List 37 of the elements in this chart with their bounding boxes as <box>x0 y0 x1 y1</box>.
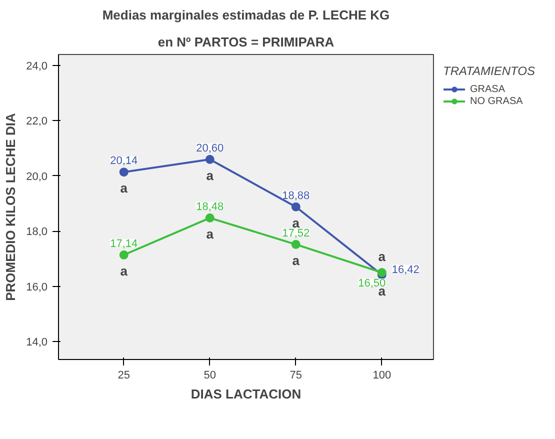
annotation: a <box>206 226 214 242</box>
x-tick-label: 50 <box>204 370 216 382</box>
point <box>119 168 128 177</box>
point <box>205 154 214 164</box>
data-label: 17,52 <box>282 227 310 240</box>
x-axis-title: DIAS LACTACION <box>190 386 302 402</box>
annotation: a <box>206 168 214 183</box>
y-tick-label: 16,0 <box>26 281 48 294</box>
x-tick-label: 75 <box>290 370 302 382</box>
data-label: 18,48 <box>196 200 224 213</box>
y-axis-title: PROMEDIO KILOS LECHE DIA <box>3 112 18 301</box>
annotation: a <box>120 263 128 278</box>
data-label: 17,14 <box>110 238 138 250</box>
data-label: 20,60 <box>196 142 224 154</box>
y-tick-label: 14,0 <box>26 336 48 349</box>
data-label: 16,42 <box>392 264 420 276</box>
data-label: 20,14 <box>110 155 138 168</box>
point <box>291 240 300 249</box>
legend-label: GRASA <box>470 83 506 95</box>
annotation: a <box>378 249 386 264</box>
y-tick-label: 22,0 <box>26 116 48 128</box>
y-tick-label: 20,0 <box>26 170 48 183</box>
annotation: a <box>292 252 300 268</box>
legend-title: TRATAMIENTOS <box>443 64 536 78</box>
point <box>205 213 214 222</box>
y-tick-label: 18,0 <box>26 226 48 238</box>
y-tick-label: 24,0 <box>26 60 48 73</box>
point <box>291 202 300 212</box>
chart-subtitle: en Nº PARTOS = PRIMIPARA <box>158 34 335 50</box>
chart-title: Medias marginales estimadas de P. LECHE KG <box>102 8 390 22</box>
data-label: 18,88 <box>282 190 310 202</box>
annotation: a <box>120 180 128 196</box>
point <box>119 250 128 260</box>
x-tick-label: 25 <box>118 370 130 382</box>
x-tick-label: 100 <box>372 370 392 382</box>
legend-label: NO GRASA <box>470 95 523 107</box>
data-label: 16,50 <box>358 278 386 290</box>
